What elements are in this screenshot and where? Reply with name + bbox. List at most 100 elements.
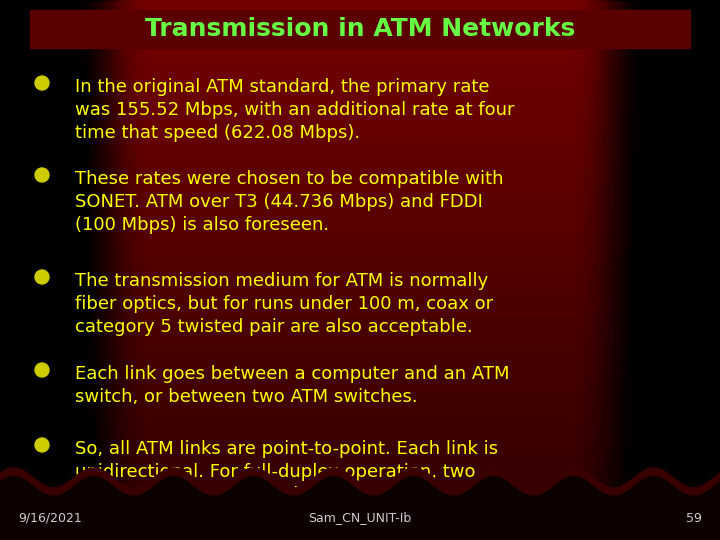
Bar — [0, 444, 720, 447]
Bar — [0, 0, 53, 540]
Bar — [0, 174, 720, 177]
Bar — [0, 312, 720, 313]
Bar — [0, 200, 720, 201]
Bar — [0, 0, 12, 540]
Bar — [0, 477, 720, 479]
Bar — [588, 0, 720, 540]
Bar — [0, 484, 720, 486]
Bar — [0, 524, 720, 525]
Bar — [0, 248, 720, 250]
Bar — [0, 155, 720, 157]
Bar — [0, 0, 15, 540]
Bar — [0, 326, 720, 328]
Bar — [0, 506, 720, 508]
Bar — [0, 157, 720, 158]
Bar — [0, 461, 720, 463]
Bar — [0, 333, 720, 335]
Bar — [652, 0, 720, 540]
Bar — [0, 70, 720, 72]
Bar — [0, 166, 720, 167]
Bar — [0, 400, 720, 401]
Bar — [665, 0, 720, 540]
Bar — [0, 110, 720, 112]
Bar — [0, 0, 80, 540]
Bar — [0, 194, 720, 196]
Bar — [0, 511, 720, 513]
Bar — [0, 286, 720, 288]
Bar — [0, 0, 37, 540]
Bar — [0, 112, 720, 113]
Bar — [0, 0, 83, 540]
Bar — [0, 0, 50, 540]
Bar — [0, 0, 7, 540]
Bar — [0, 293, 720, 295]
Bar — [703, 0, 720, 540]
Bar — [0, 292, 720, 293]
Bar — [610, 0, 720, 540]
Bar — [608, 0, 720, 540]
Bar — [0, 0, 45, 540]
Bar — [0, 247, 720, 248]
Bar — [0, 184, 720, 185]
Bar — [640, 0, 720, 540]
Text: Sam_CN_UNIT-Ib: Sam_CN_UNIT-Ib — [308, 511, 412, 524]
Bar — [0, 0, 17, 540]
Bar — [0, 383, 720, 385]
Bar — [0, 0, 85, 540]
Bar — [0, 317, 720, 319]
Bar — [0, 0, 105, 540]
Bar — [0, 0, 90, 540]
Bar — [0, 448, 720, 450]
Bar — [0, 0, 27, 540]
Bar — [0, 324, 720, 326]
Bar — [0, 475, 720, 477]
Bar — [0, 272, 720, 274]
Bar — [0, 288, 720, 290]
Bar — [0, 261, 720, 263]
Bar — [0, 420, 720, 421]
Bar — [0, 106, 720, 108]
Bar — [0, 9, 720, 11]
Bar — [0, 441, 720, 443]
Bar — [0, 387, 720, 389]
Bar — [0, 22, 720, 23]
Bar — [0, 329, 720, 331]
Bar — [0, 455, 720, 457]
Bar — [0, 204, 720, 205]
Bar — [0, 277, 720, 279]
Bar — [0, 15, 720, 16]
Bar — [0, 254, 720, 255]
Bar — [655, 0, 720, 540]
Bar — [0, 74, 720, 76]
Bar — [0, 270, 720, 272]
Bar — [0, 38, 720, 39]
Bar — [0, 479, 720, 481]
Bar — [0, 214, 720, 216]
Bar — [0, 198, 720, 200]
Bar — [0, 79, 720, 81]
Bar — [0, 144, 720, 146]
Bar — [0, 108, 720, 110]
Bar — [0, 59, 720, 61]
Bar — [0, 490, 720, 491]
Bar — [715, 0, 720, 540]
Bar — [0, 417, 720, 420]
Bar — [0, 0, 5, 540]
Bar — [0, 401, 720, 403]
Bar — [0, 437, 720, 439]
Bar — [0, 336, 720, 339]
Bar — [0, 509, 720, 511]
Bar — [0, 0, 130, 540]
Bar — [0, 0, 35, 540]
Bar — [0, 430, 720, 432]
Bar — [615, 0, 720, 540]
Bar — [0, 351, 720, 353]
Bar — [0, 0, 25, 540]
Bar — [0, 72, 720, 74]
Bar — [580, 0, 720, 540]
Bar — [0, 212, 720, 214]
Bar — [0, 0, 78, 540]
Bar — [600, 0, 720, 540]
Bar — [0, 299, 720, 301]
Bar — [0, 376, 720, 378]
